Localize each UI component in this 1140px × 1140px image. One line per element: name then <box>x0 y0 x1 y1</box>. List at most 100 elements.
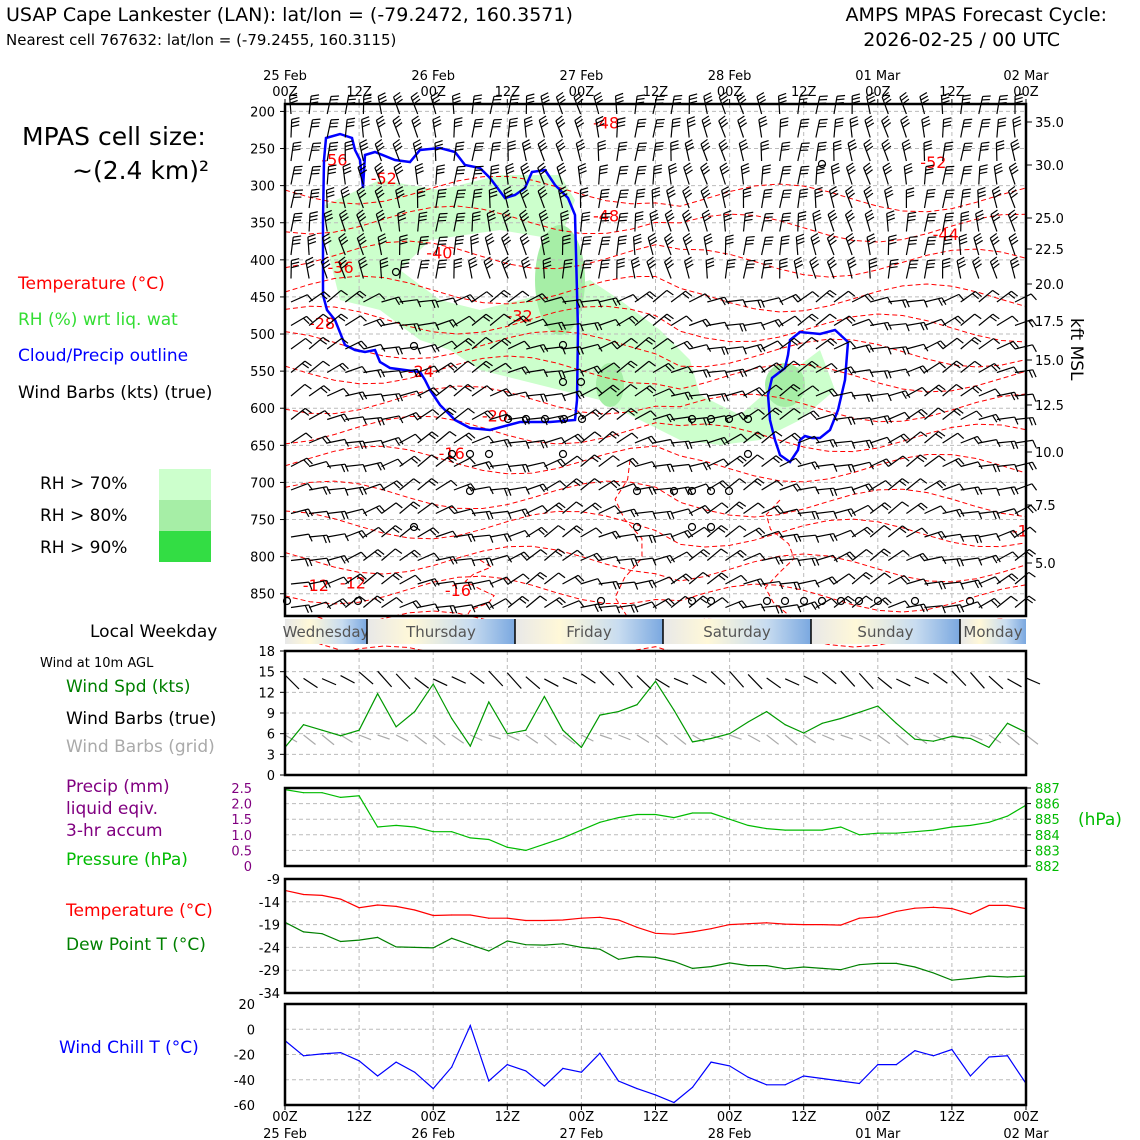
wind-speed-line-point <box>580 746 583 749</box>
wind-barb-flag <box>923 578 929 586</box>
pressure-line-point <box>895 832 897 834</box>
wind-barb <box>1007 185 1018 209</box>
wind-barb <box>761 236 774 256</box>
wind-barb-flag <box>519 232 528 239</box>
wind-barb-flag <box>343 166 352 171</box>
wind-barb-flag <box>701 115 710 121</box>
wind-barb <box>363 393 385 402</box>
wind-barb-flag <box>779 265 788 269</box>
wind-barb <box>942 141 954 162</box>
wind-barb-shaft <box>598 605 617 609</box>
wind-barb <box>435 384 457 397</box>
windchill-line-point <box>691 1086 694 1088</box>
wind-barb-flag <box>935 386 943 393</box>
pressure-line-point <box>969 824 972 827</box>
wind-barb <box>562 346 584 355</box>
wind-barb <box>417 211 428 232</box>
wind-barb-flag <box>432 409 440 416</box>
wind-barb-flag <box>326 511 331 519</box>
wind-barb <box>906 502 928 514</box>
wind-barb <box>725 574 748 585</box>
wind-barb-flag <box>598 147 607 151</box>
wind-barb <box>1008 162 1019 185</box>
temperature-line-point <box>858 917 860 919</box>
wind-barb <box>616 407 638 420</box>
wind-barb <box>417 431 439 444</box>
wind-barb-flag <box>667 337 675 344</box>
wind-barb-true <box>469 672 485 684</box>
wind-barb-flag <box>292 148 301 151</box>
rh80-region <box>535 225 585 335</box>
wind-barb-flag <box>492 141 501 144</box>
windchill-line-point <box>784 1084 786 1086</box>
wind-barb-flag <box>959 558 964 567</box>
wind-barb-flag <box>920 604 925 613</box>
wind-barb <box>290 457 313 468</box>
wind-barb-flag <box>376 189 384 195</box>
bottom-time-tick-label: 00Z <box>717 1110 743 1125</box>
wind-barb-flag <box>491 167 500 171</box>
wind-barb-flag <box>306 457 313 465</box>
wind-barb-flag <box>881 599 889 606</box>
wind-barb-flag <box>435 299 440 308</box>
wind-barb-flag <box>829 289 837 296</box>
wind-barb <box>399 455 421 467</box>
wind-barb-flag <box>321 437 328 445</box>
wind-barb-flag <box>555 138 563 145</box>
wind-barb-shaft <box>290 383 306 397</box>
wind-tick-label: 18 <box>258 645 275 660</box>
wind-barb-flag <box>432 115 441 121</box>
wind-barb-flag <box>702 571 710 578</box>
wind-barb-flag <box>308 604 313 613</box>
wind-barb-shaft <box>797 336 812 350</box>
wind-barb <box>308 142 322 162</box>
wind-barb-flag <box>671 124 681 128</box>
wind-barb <box>972 256 982 279</box>
wind-barb-shaft <box>345 508 363 515</box>
wind-barb-flag <box>959 240 968 245</box>
wind-barb <box>978 363 1001 374</box>
wind-barb-flag <box>793 408 801 414</box>
wind-barb-flag <box>852 93 861 97</box>
wind-barb-flag <box>474 122 483 124</box>
wind-barb-flag <box>492 145 501 148</box>
wind-barb-flag <box>342 162 351 168</box>
wind-barb-shaft <box>327 533 346 538</box>
wind-barb <box>761 212 774 232</box>
wind-speed-line-point <box>895 722 897 724</box>
wind-barb-true <box>896 678 911 687</box>
wind-barb-flag <box>849 146 858 152</box>
wind-barb-flag <box>664 209 673 215</box>
dewpoint-line-point <box>636 955 638 958</box>
wind-barb <box>942 383 964 397</box>
wind-barb-true <box>858 672 874 690</box>
wind-barb-flag <box>978 511 983 520</box>
wind-barb-flag <box>682 575 690 582</box>
wind-barb <box>507 551 531 562</box>
wind-barb-shaft <box>290 432 307 444</box>
pressure-line-point <box>580 829 583 831</box>
wind-barb-flag <box>304 407 312 414</box>
wind-barb-flag <box>601 259 610 262</box>
dewpoint-line-point <box>654 956 657 959</box>
wind-barb-flag <box>795 263 804 269</box>
wind-barb <box>327 555 350 564</box>
wind-barb-flag <box>718 527 726 533</box>
wind-barb <box>544 393 566 402</box>
wind-barb-flag <box>1009 162 1017 168</box>
wind-barb-shaft <box>634 313 650 326</box>
wind-barb-flag <box>306 315 313 323</box>
wind-barb-flag <box>721 186 730 191</box>
weekday-label-sunday: Sunday <box>857 623 913 641</box>
wind-barb-flag <box>745 243 754 245</box>
wind-barb-shaft <box>797 213 800 232</box>
windchill-line-point <box>617 1080 620 1082</box>
wind-barb-shaft <box>453 407 469 420</box>
wind-barb-flag <box>559 189 567 195</box>
wind-barb-flag <box>919 366 926 374</box>
wind-barb-flag <box>993 193 1002 199</box>
wind-barb <box>290 117 300 138</box>
wind-barb-flag <box>395 122 403 128</box>
wind-barb <box>598 212 611 232</box>
wind-barb-flag <box>345 140 354 144</box>
